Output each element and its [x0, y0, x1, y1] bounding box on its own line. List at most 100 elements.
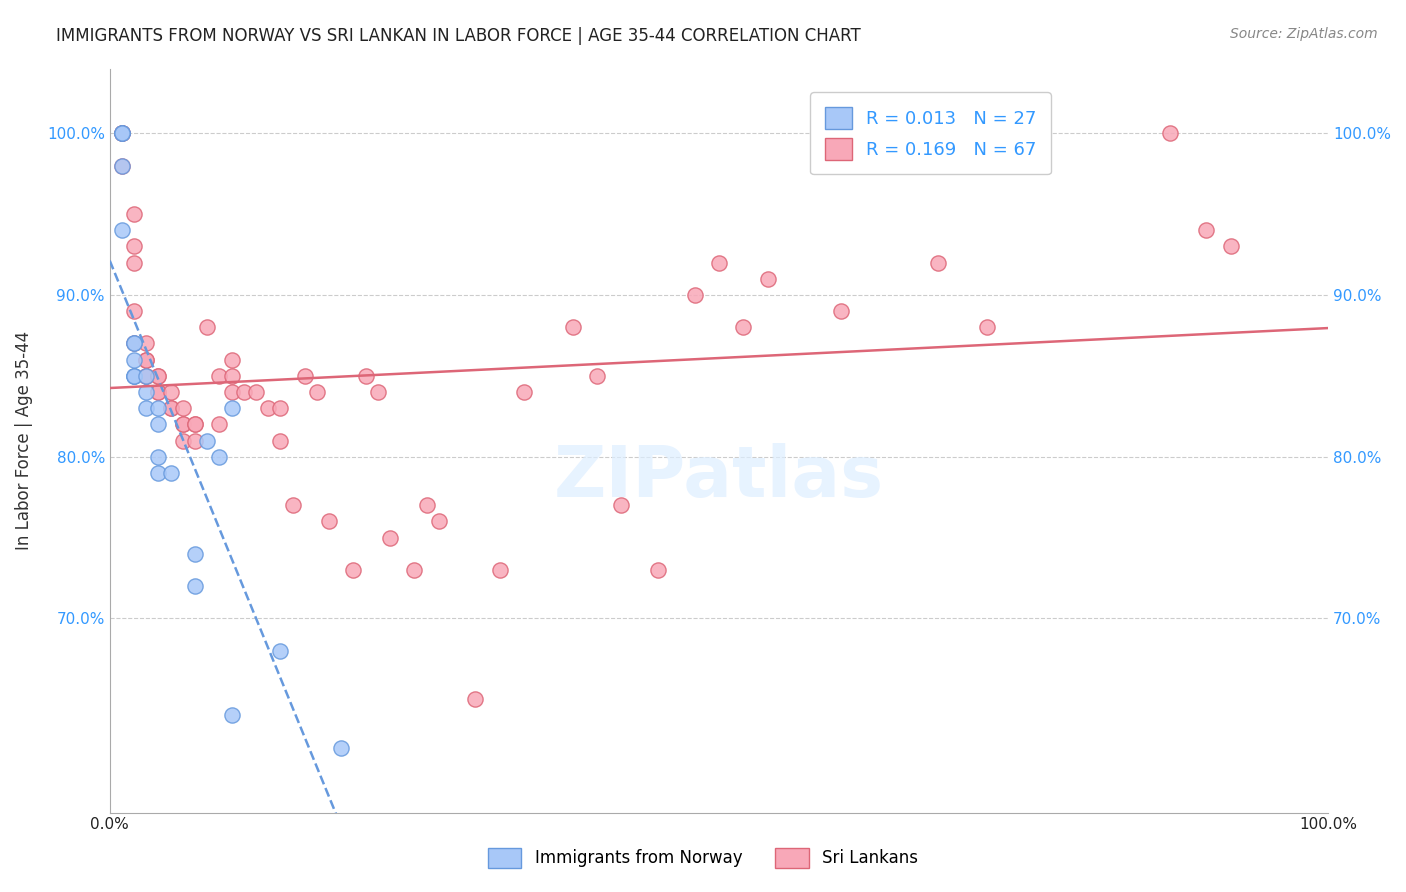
- Point: [415, 498, 437, 512]
- Point: [208, 417, 231, 432]
- Point: [122, 207, 145, 221]
- Point: [122, 368, 145, 383]
- Point: [159, 384, 181, 399]
- Point: [111, 126, 134, 140]
- Point: [976, 320, 998, 334]
- Point: [135, 336, 157, 351]
- Point: [111, 159, 134, 173]
- Point: [122, 336, 145, 351]
- Point: [184, 547, 207, 561]
- Text: ZIPatlas: ZIPatlas: [554, 443, 884, 512]
- Point: [195, 434, 218, 448]
- Point: [269, 401, 291, 416]
- Point: [148, 368, 170, 383]
- Point: [305, 384, 328, 399]
- Point: [148, 417, 170, 432]
- Point: [830, 304, 852, 318]
- Point: [1195, 223, 1218, 237]
- Point: [354, 368, 377, 383]
- Point: [513, 384, 536, 399]
- Point: [610, 498, 633, 512]
- Point: [135, 352, 157, 367]
- Point: [464, 692, 486, 706]
- Point: [135, 352, 157, 367]
- Point: [148, 401, 170, 416]
- Point: [111, 126, 134, 140]
- Point: [148, 466, 170, 480]
- Point: [111, 223, 134, 237]
- Point: [111, 126, 134, 140]
- Point: [148, 450, 170, 464]
- Point: [221, 708, 243, 723]
- Point: [159, 466, 181, 480]
- Point: [122, 352, 145, 367]
- Point: [232, 384, 254, 399]
- Point: [927, 255, 949, 269]
- Point: [281, 498, 304, 512]
- Point: [561, 320, 583, 334]
- Point: [1219, 239, 1241, 253]
- Y-axis label: In Labor Force | Age 35-44: In Labor Force | Age 35-44: [15, 331, 32, 550]
- Point: [122, 304, 145, 318]
- Point: [733, 320, 755, 334]
- Point: [184, 434, 207, 448]
- Point: [172, 417, 194, 432]
- Point: [221, 352, 243, 367]
- Point: [172, 434, 194, 448]
- Point: [111, 126, 134, 140]
- Point: [269, 434, 291, 448]
- Point: [269, 644, 291, 658]
- Point: [683, 288, 706, 302]
- Point: [135, 368, 157, 383]
- Point: [342, 563, 364, 577]
- Point: [135, 368, 157, 383]
- Point: [172, 401, 194, 416]
- Text: Source: ZipAtlas.com: Source: ZipAtlas.com: [1230, 27, 1378, 41]
- Point: [257, 401, 280, 416]
- Point: [159, 401, 181, 416]
- Point: [122, 368, 145, 383]
- Point: [172, 417, 194, 432]
- Point: [111, 126, 134, 140]
- Point: [111, 159, 134, 173]
- Point: [756, 272, 779, 286]
- Point: [427, 515, 450, 529]
- Text: IMMIGRANTS FROM NORWAY VS SRI LANKAN IN LABOR FORCE | AGE 35-44 CORRELATION CHAR: IMMIGRANTS FROM NORWAY VS SRI LANKAN IN …: [56, 27, 860, 45]
- Point: [135, 368, 157, 383]
- Point: [318, 515, 340, 529]
- Point: [148, 368, 170, 383]
- Point: [184, 417, 207, 432]
- Point: [221, 401, 243, 416]
- Point: [221, 384, 243, 399]
- Point: [122, 255, 145, 269]
- Point: [404, 563, 426, 577]
- Point: [1159, 126, 1181, 140]
- Point: [135, 401, 157, 416]
- Point: [208, 450, 231, 464]
- Point: [122, 336, 145, 351]
- Point: [707, 255, 730, 269]
- Point: [208, 368, 231, 383]
- Point: [148, 384, 170, 399]
- Point: [586, 368, 609, 383]
- Point: [122, 368, 145, 383]
- Point: [184, 579, 207, 593]
- Legend: Immigrants from Norway, Sri Lankans: Immigrants from Norway, Sri Lankans: [481, 841, 925, 875]
- Point: [135, 384, 157, 399]
- Point: [122, 239, 145, 253]
- Point: [294, 368, 316, 383]
- Point: [184, 417, 207, 432]
- Point: [330, 740, 353, 755]
- Point: [647, 563, 669, 577]
- Point: [378, 531, 401, 545]
- Point: [367, 384, 389, 399]
- Point: [111, 126, 134, 140]
- Point: [122, 336, 145, 351]
- Point: [148, 384, 170, 399]
- Legend: R = 0.013   N = 27, R = 0.169   N = 67: R = 0.013 N = 27, R = 0.169 N = 67: [810, 93, 1052, 175]
- Point: [195, 320, 218, 334]
- Point: [221, 368, 243, 383]
- Point: [245, 384, 267, 399]
- Point: [488, 563, 510, 577]
- Point: [159, 401, 181, 416]
